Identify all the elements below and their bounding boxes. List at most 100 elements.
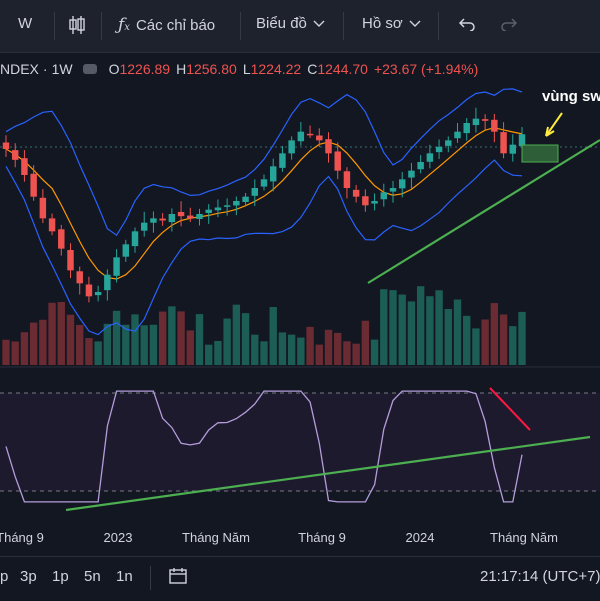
volume-bar [324, 329, 333, 365]
bb-basis-line [5, 127, 523, 280]
indicators-label: Các chỉ báo [135, 16, 216, 34]
candle-body [205, 209, 212, 213]
volume-bar [297, 337, 305, 365]
low-key: L [242, 61, 251, 77]
volume-bar [509, 326, 517, 365]
volume-bar [195, 314, 204, 365]
volume-bar [389, 290, 397, 365]
rsi-trendline[interactable] [65, 435, 591, 512]
eye-icon[interactable] [82, 64, 97, 74]
candle-body [389, 188, 397, 192]
volume-bars [2, 286, 526, 365]
volume-bar [29, 322, 38, 365]
time-axis-label: Tháng 9 [298, 530, 346, 545]
redo-icon [501, 18, 518, 31]
volume-bar [287, 334, 296, 365]
rsi-indicator [5, 390, 523, 503]
candle-body [362, 196, 369, 206]
candle-body [223, 205, 231, 207]
high-key: H [176, 61, 187, 77]
volume-bar [2, 339, 10, 365]
clock-readout[interactable]: 21:17:14 (UTC+7) [480, 568, 600, 585]
volume-bar [463, 315, 471, 365]
range-3p[interactable]: 3p [20, 568, 37, 585]
undo-icon [458, 18, 475, 31]
redo-button[interactable] [500, 17, 518, 31]
top-toolbar: W ƒx Các chỉ báo Biểu đồ Hồ sơ [0, 0, 600, 53]
toolbar-divider [240, 12, 241, 40]
bottom-divider [150, 566, 151, 590]
high-value: 1256.80 [186, 61, 237, 77]
volume-bar [57, 301, 65, 365]
rsi-divergence-line[interactable] [489, 387, 531, 431]
swing-zone-box[interactable] [521, 144, 559, 163]
chart-area[interactable]: Tháng 9 2023 Tháng Năm Tháng 9 2024 Tháng Năm [0, 53, 600, 548]
candle-body [67, 250, 74, 271]
bottom-toolbar: p 3p 1p 5n 1n 21:17:14 (UTC+7) [0, 556, 600, 601]
price-chart[interactable]: Tháng 9 2023 Tháng Năm Tháng 9 2024 Tháng Năm [0, 53, 600, 548]
volume-bar [232, 304, 241, 365]
volume-bar [416, 286, 425, 365]
volume-bar [398, 294, 406, 365]
time-axis-label: Tháng Năm [490, 530, 558, 545]
range-1n[interactable]: 1n [116, 568, 133, 585]
toolbar-divider [54, 12, 55, 40]
candle-body [509, 144, 517, 154]
range-1p[interactable]: 1p [52, 568, 69, 585]
volume-bar [149, 324, 158, 365]
undo-button[interactable] [458, 17, 476, 31]
candle-body [131, 231, 139, 247]
support-trendline[interactable] [367, 139, 600, 284]
candle-body [325, 139, 332, 154]
profile-menu[interactable]: Hồ sơ [362, 15, 421, 32]
candle-body [76, 271, 83, 284]
range-fragment[interactable]: p [0, 568, 9, 585]
candle-body [21, 158, 28, 175]
low-value: 1224.22 [250, 61, 302, 77]
candle-body [260, 179, 268, 187]
candle-style-button[interactable] [68, 14, 86, 36]
volume-bar [214, 340, 222, 365]
rsi-line [5, 390, 523, 503]
annotation-arrow[interactable] [545, 112, 563, 137]
candle-body [269, 166, 277, 182]
candle-body [306, 133, 314, 136]
volume-bar [260, 341, 268, 365]
toolbar-divider [438, 12, 439, 40]
swing-zone-label[interactable]: vùng sw [542, 88, 600, 105]
interval-button[interactable]: W [18, 15, 32, 32]
chart-type-menu[interactable]: Biểu đồ [256, 15, 325, 32]
symbol-name[interactable]: NDEX [0, 61, 39, 77]
volume-bar [343, 341, 351, 365]
candle-body [30, 173, 37, 197]
calendar-range-button[interactable] [168, 567, 188, 589]
volume-bar [241, 313, 250, 365]
range-5n[interactable]: 5n [84, 568, 101, 585]
volume-bar [112, 310, 121, 365]
bb-upper-line [5, 88, 523, 237]
candle-body [48, 218, 56, 232]
chevron-down-icon [409, 20, 421, 27]
candle-body [500, 132, 507, 154]
close-key: C [307, 61, 318, 77]
candle-body [140, 222, 148, 231]
bb-lower-line [5, 159, 523, 336]
profile-label: Hồ sơ [362, 15, 403, 32]
candle-body [334, 151, 341, 171]
volume-bar [435, 290, 443, 365]
candle-body [122, 244, 130, 257]
volume-bar [453, 299, 462, 365]
candle-body [251, 188, 259, 196]
time-axis-label: Tháng Năm [182, 530, 250, 545]
candle-body [288, 140, 295, 154]
candle-body [371, 201, 378, 204]
indicators-button[interactable]: ƒx Các chỉ báo [118, 15, 215, 35]
candlestick-icon [69, 16, 85, 34]
change-value: +23.67 (+1.94%) [373, 61, 479, 77]
candle-body [233, 201, 240, 206]
symbol-interval: 1W [51, 61, 73, 77]
volume-bar [380, 289, 388, 365]
candle-body [177, 211, 185, 217]
close-value: 1244.70 [317, 61, 368, 77]
volume-bar [76, 324, 84, 365]
